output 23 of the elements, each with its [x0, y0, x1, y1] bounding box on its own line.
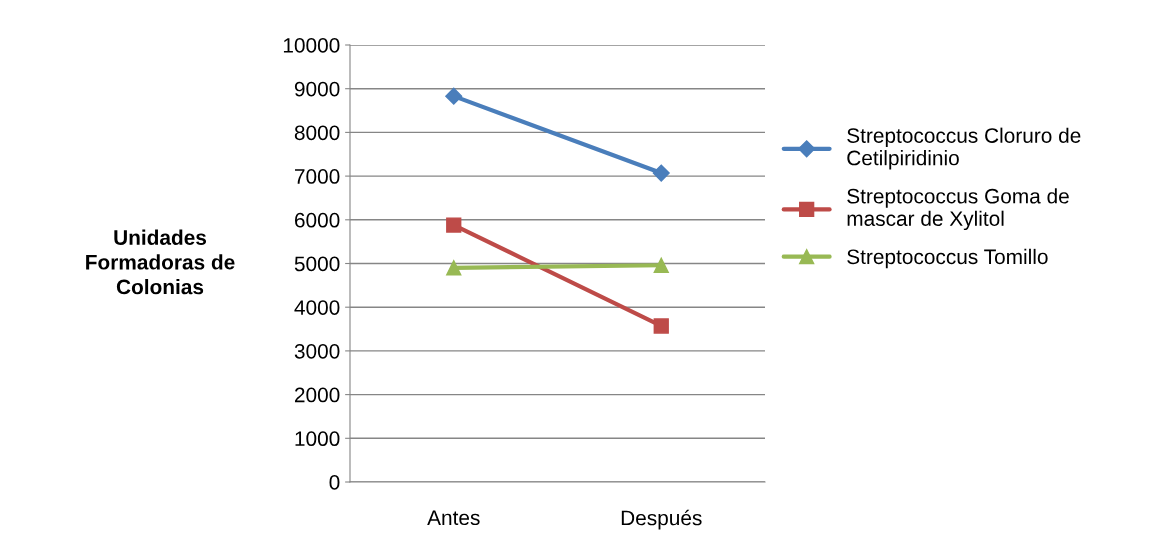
y-tick-label: 1000 — [295, 431, 340, 447]
y-tick-label: 6000 — [294, 212, 340, 228]
point — [446, 217, 462, 233]
legend-label: Streptococcus Cloruro de Cetilpiridinio — [847, 127, 1081, 170]
x-tick-label: Antes — [427, 510, 480, 526]
point — [652, 164, 670, 182]
y-tick-label: 2000 — [294, 387, 340, 403]
y-tick-label: 3000 — [294, 343, 340, 359]
legend-label: Streptococcus Goma de mascar de Xylitol — [847, 188, 1069, 231]
legend-label: Streptococcus Tomillo — [847, 248, 1048, 269]
y-tick-label: 5000 — [294, 256, 340, 272]
point — [446, 260, 462, 276]
y-axis-title: Unidades Formadoras de Colonias — [86, 229, 235, 295]
point — [445, 87, 463, 105]
x-tick-label: Después — [621, 509, 702, 530]
y-tick-label: 10000 — [283, 38, 340, 53]
point — [653, 318, 669, 334]
y-tick-label: 7000 — [295, 169, 340, 184]
y-tick-label: 9000 — [294, 81, 340, 97]
y-tick-label: 4000 — [294, 300, 340, 315]
y-tick-label: 8000 — [294, 125, 340, 141]
y-tick-label: 0 — [329, 475, 340, 490]
point — [653, 257, 669, 273]
